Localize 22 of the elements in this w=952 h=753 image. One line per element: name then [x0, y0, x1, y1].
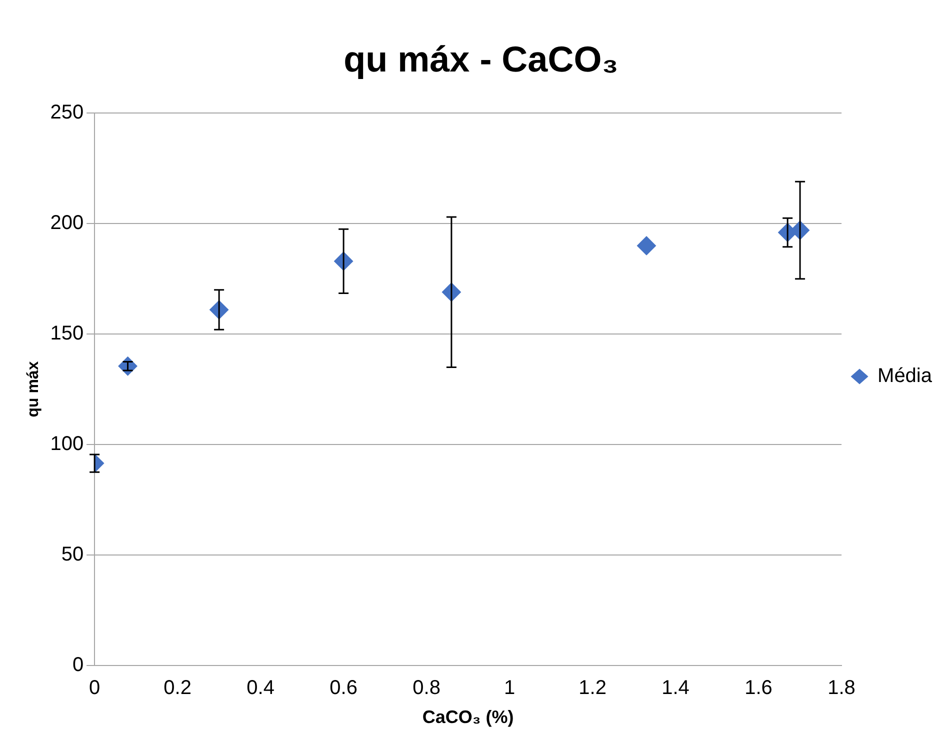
legend-label: Média — [878, 365, 933, 388]
x-tick-label: 1.6 — [744, 676, 772, 699]
y-tick-label: 150 — [50, 322, 84, 345]
x-tick-label: 1.8 — [828, 676, 856, 699]
y-axis-title: qu máx — [25, 361, 42, 418]
point — [636, 236, 656, 256]
x-tick-label: 1.2 — [578, 676, 606, 699]
x-tick-label: 0 — [89, 676, 100, 699]
x-tick-label: 0.2 — [164, 676, 192, 699]
y-tick-label: 250 — [50, 102, 84, 124]
x-axis-title: CaCO₃ (%) — [422, 707, 514, 728]
y-tick-label: 0 — [72, 654, 84, 676]
x-tick-label: 0.8 — [412, 676, 440, 699]
y-tick-label: 200 — [50, 212, 84, 234]
x-tick-label: 1.4 — [662, 676, 690, 699]
x-tick-label: 0.4 — [246, 676, 274, 699]
y-tick-label: 100 — [50, 433, 84, 456]
x-tick-label: 1 — [504, 676, 516, 699]
point — [118, 356, 138, 376]
y-tick-label: 50 — [61, 543, 84, 566]
chart-title: qu máx - CaCO₃ — [344, 38, 618, 80]
x-tick-label: 0.6 — [330, 676, 358, 699]
